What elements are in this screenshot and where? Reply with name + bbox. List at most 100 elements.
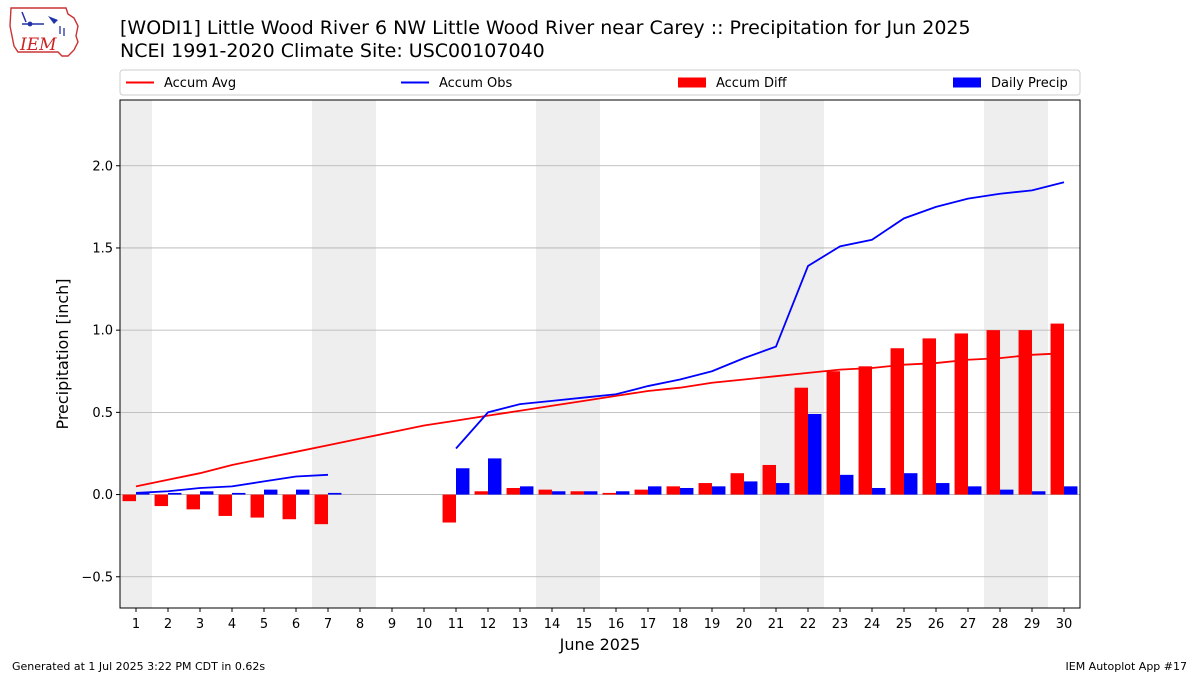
x-tick-label: 11	[448, 617, 465, 632]
x-tick-label: 27	[960, 617, 977, 632]
daily-precip-bar	[520, 486, 534, 495]
daily-precip-bar	[232, 492, 246, 495]
daily-precip-bar	[264, 489, 278, 495]
x-axis-ticks: 1 2 3 4 5 6 7 8 9 10 11 12 13 14 15 16 17 18 19 20 21 22 23 24 2…	[132, 608, 1072, 632]
x-tick-label: 3	[196, 617, 204, 632]
legend: Accum Avg Accum Obs Accum Diff Daily Precip	[119, 69, 1081, 96]
accum-obs-line	[135, 473, 329, 494]
x-tick-label: 5	[260, 617, 268, 632]
chart-subtitle: NCEI 1991-2020 Climate Site: USC00107040	[120, 40, 545, 62]
logo-text: IEM	[19, 35, 57, 55]
daily-precip-bar	[1064, 486, 1078, 495]
x-tick-label: 6	[292, 617, 300, 632]
x-tick-label: 14	[544, 617, 561, 632]
lines	[135, 181, 1065, 494]
accum-diff-bar	[858, 366, 872, 495]
x-tick-label: 15	[576, 617, 593, 632]
accum-diff-bar	[826, 371, 840, 495]
daily-precip-bar	[616, 491, 630, 495]
generated-timestamp: Generated at 1 Jul 2025 3:22 PM CDT in 0…	[12, 660, 266, 673]
daily-precip-bar	[1032, 491, 1046, 495]
app-credit: IEM Autoplot App #17	[1065, 660, 1188, 673]
daily-precip-bar	[648, 486, 662, 495]
weekend-shading	[120, 100, 1048, 608]
legend-label: Accum Diff	[716, 76, 788, 91]
accum-diff-bar	[218, 494, 232, 516]
x-tick-label: 4	[228, 617, 236, 632]
x-tick-label: 28	[992, 617, 1009, 632]
y-tick-label: 0.0	[92, 488, 113, 503]
daily-precip-bar	[680, 487, 694, 495]
accum-diff-bar	[986, 330, 1000, 495]
y-tick-label: −0.5	[81, 570, 113, 585]
legend-swatch	[678, 77, 706, 88]
weekend-band	[120, 100, 152, 608]
accum-diff-bar	[634, 489, 648, 495]
accum-avg-line	[135, 352, 1065, 488]
accum-diff-bar	[666, 486, 680, 495]
daily-precip-bar	[552, 491, 566, 495]
x-tick-label: 2	[164, 617, 172, 632]
daily-precip-bar	[904, 473, 918, 495]
daily-precip-bar	[936, 483, 950, 495]
x-tick-label: 25	[896, 617, 913, 632]
daily-precip-bar	[712, 486, 726, 495]
x-tick-label: 29	[1024, 617, 1041, 632]
x-tick-label: 18	[672, 617, 689, 632]
x-tick-label: 10	[416, 617, 433, 632]
x-tick-label: 12	[480, 617, 497, 632]
x-tick-label: 21	[768, 617, 785, 632]
daily-precip-bar	[488, 458, 502, 495]
bars	[122, 323, 1078, 525]
accum-diff-bar	[314, 494, 328, 525]
accum-diff-bar	[698, 483, 712, 495]
grid-lines	[120, 165, 1080, 578]
chart-title: [WODI1] Little Wood River 6 NW Little Wo…	[120, 17, 971, 39]
x-tick-label: 26	[928, 617, 945, 632]
legend-box	[119, 69, 1081, 96]
daily-precip-bar	[328, 492, 342, 495]
accum-diff-bar	[922, 338, 936, 495]
x-tick-label: 8	[356, 617, 364, 632]
x-tick-label: 19	[704, 617, 721, 632]
daily-precip-bar	[296, 489, 310, 495]
accum-diff-bar	[154, 494, 168, 507]
x-tick-label: 23	[832, 617, 849, 632]
x-tick-label: 30	[1056, 617, 1073, 632]
iem-logo-icon: IEM	[9, 7, 79, 57]
daily-precip-bar	[584, 491, 598, 495]
x-tick-label: 13	[512, 617, 529, 632]
weekend-band	[536, 100, 600, 608]
weekend-band	[312, 100, 376, 608]
y-axis-label: Precipitation [inch]	[53, 278, 72, 429]
accum-diff-bar	[762, 464, 776, 495]
daily-precip-bar	[168, 492, 182, 495]
accum-diff-bar	[506, 487, 520, 495]
accum-diff-bar	[1018, 330, 1032, 495]
x-tick-label: 1	[132, 617, 140, 632]
y-tick-label: 0.5	[92, 406, 113, 421]
accum-diff-bar	[186, 494, 200, 510]
daily-precip-bar	[200, 491, 214, 495]
daily-precip-bar	[968, 486, 982, 495]
daily-precip-bar	[456, 468, 470, 495]
accum-diff-bar	[538, 489, 552, 495]
accum-diff-bar	[474, 491, 488, 495]
x-tick-label: 16	[608, 617, 625, 632]
legend-label: Accum Obs	[439, 76, 512, 91]
x-tick-label: 9	[388, 617, 396, 632]
daily-precip-bar	[1000, 489, 1014, 495]
legend-swatch	[953, 77, 981, 88]
daily-precip-bar	[840, 474, 854, 495]
x-tick-label: 20	[736, 617, 753, 632]
legend-label: Accum Avg	[164, 76, 236, 91]
accum-diff-bar	[1050, 323, 1064, 495]
accum-obs-line	[455, 181, 1065, 450]
accum-diff-bar	[794, 387, 808, 495]
daily-precip-bar	[136, 492, 150, 495]
daily-precip-bar	[808, 414, 822, 495]
y-tick-label: 1.5	[92, 241, 113, 256]
daily-precip-bar	[872, 487, 886, 495]
x-tick-label: 7	[324, 617, 332, 632]
accum-diff-bar	[442, 494, 456, 523]
